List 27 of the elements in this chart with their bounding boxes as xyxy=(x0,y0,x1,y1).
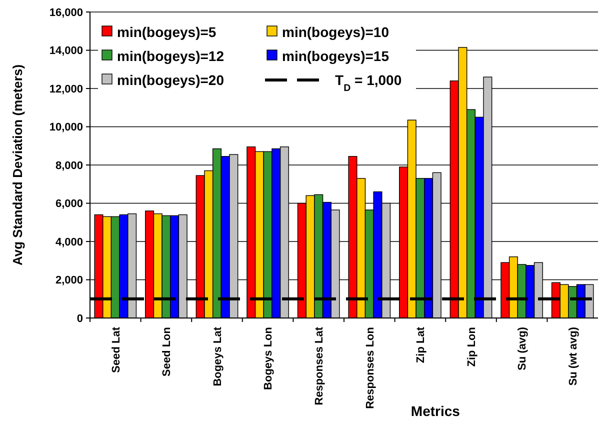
y-tick-label: 8,000 xyxy=(55,160,83,172)
y-axis-title: Avg Standard Deviation (meters) xyxy=(10,64,25,266)
y-tick-label: 10,000 xyxy=(49,122,83,134)
x-tick-label: Responses Lon xyxy=(364,326,376,409)
x-tick-label: Zip Lon xyxy=(466,326,478,367)
x-tick-label: Bogeys Lon xyxy=(262,326,275,390)
y-tick-label: 4,000 xyxy=(55,236,83,248)
x-tick-label: Bogeys Lat xyxy=(212,326,224,386)
x-tick-label: Seed Lat xyxy=(110,326,122,373)
y-tick-label: 16,000 xyxy=(49,6,83,19)
y-tick-label: 2,000 xyxy=(55,274,83,287)
y-tick-label: 12,000 xyxy=(49,83,83,96)
legend-label: T$_{D}$ = 1,000 xyxy=(335,72,402,94)
legend-label: min(bogeys)=5 xyxy=(117,24,216,40)
legend-label: min(bogeys)=10 xyxy=(282,24,390,40)
x-axis-title: Metrics xyxy=(410,403,460,419)
legend-label: min(bogeys)=12 xyxy=(117,48,224,64)
legend-label: min(bogeys)=20 xyxy=(117,72,224,88)
x-tick-label: Responses Lat xyxy=(313,326,326,406)
x-tick-label: Su (avg) xyxy=(516,326,529,370)
x-tick-label: Su (wt avg) xyxy=(567,326,580,386)
x-tick-label: Zip Lat xyxy=(415,326,428,364)
y-tick-label: 0 xyxy=(76,312,83,325)
y-tick-label: 14,000 xyxy=(49,45,83,58)
x-tick-label: Seed Lon xyxy=(161,326,174,377)
y-tick-label: 6,000 xyxy=(55,198,83,210)
legend-label: min(bogeys)=15 xyxy=(282,48,390,64)
